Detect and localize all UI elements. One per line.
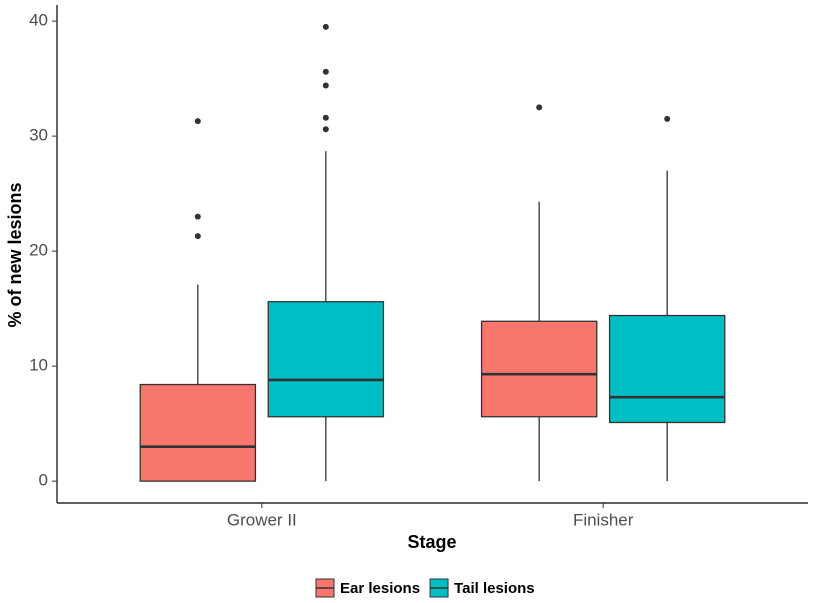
legend-label: Tail lesions [454, 580, 535, 597]
x-tick-label: Grower II [227, 510, 297, 529]
y-tick-label: 10 [29, 356, 48, 375]
y-tick-label: 0 [39, 471, 48, 490]
outlier [322, 68, 329, 75]
outlier [194, 233, 201, 240]
outlier [322, 114, 329, 121]
outlier [322, 126, 329, 133]
box [480, 320, 598, 418]
y-tick-label: 30 [29, 126, 48, 145]
outlier [536, 104, 543, 111]
y-tick-label: 40 [29, 11, 48, 30]
y-axis-title: % of new lesions [5, 182, 25, 327]
outlier [322, 23, 329, 30]
box [608, 314, 726, 424]
y-tick-label: 20 [29, 241, 48, 260]
box [267, 301, 385, 418]
outlier [194, 118, 201, 125]
legend-label: Ear lesions [340, 580, 420, 597]
outlier [322, 82, 329, 89]
outlier [194, 213, 201, 220]
outlier [664, 115, 671, 122]
x-axis-title: Stage [407, 532, 456, 552]
x-tick-label: Finisher [573, 510, 634, 529]
box [139, 383, 257, 482]
